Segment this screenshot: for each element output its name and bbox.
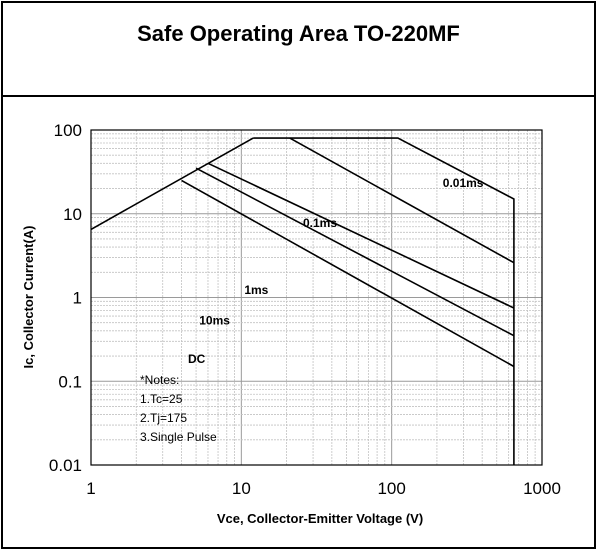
curve-DC [90, 137, 254, 231]
chart-title: Safe Operating Area TO-220MF [137, 21, 460, 46]
curve-label: 0.1ms [303, 216, 337, 230]
curve-1ms [207, 162, 515, 309]
curve-label: 0.01ms [443, 176, 484, 190]
note-line: *Notes: [140, 373, 179, 387]
curve-label: DC [188, 352, 206, 366]
curve-10ms [195, 167, 515, 337]
y-tick-label: 100 [54, 121, 82, 140]
curve-0-01ms [253, 137, 515, 465]
curve-0-1ms [289, 137, 515, 264]
x-tick-label: 1000 [523, 479, 561, 498]
x-tick-label: 10 [232, 479, 251, 498]
x-tick-label: 100 [377, 479, 405, 498]
x-axis-label: Vce, Collector-Emitter Voltage (V) [217, 511, 423, 526]
curve-label: 1ms [244, 283, 268, 297]
curve-label: 10ms [199, 313, 230, 327]
y-axis-label: Ic, Collector Current(A) [21, 225, 36, 368]
y-tick-label: 0.01 [49, 456, 82, 475]
plot-frame [90, 129, 543, 466]
curve-labels: 0.01ms 0.1ms 1ms 10ms DC [188, 176, 484, 366]
grid [91, 130, 542, 465]
notes-box: *Notes: 1.Tc=25 2.Tj=175 3.Single Pulse [140, 373, 217, 444]
y-tick-label: 10 [63, 205, 82, 224]
note-line: 1.Tc=25 [140, 392, 183, 406]
y-tick-label: 0.1 [58, 372, 82, 391]
curves [90, 137, 515, 465]
note-line: 2.Tj=175 [140, 411, 187, 425]
note-line: 3.Single Pulse [140, 430, 217, 444]
curve-DC [181, 179, 515, 368]
tick-labels: 1 10 100 1000 0.01 0.1 1 10 100 [49, 121, 561, 498]
title-band: Safe Operating Area TO-220MF [3, 3, 594, 97]
x-tick-label: 1 [86, 479, 95, 498]
y-tick-label: 1 [73, 289, 82, 308]
